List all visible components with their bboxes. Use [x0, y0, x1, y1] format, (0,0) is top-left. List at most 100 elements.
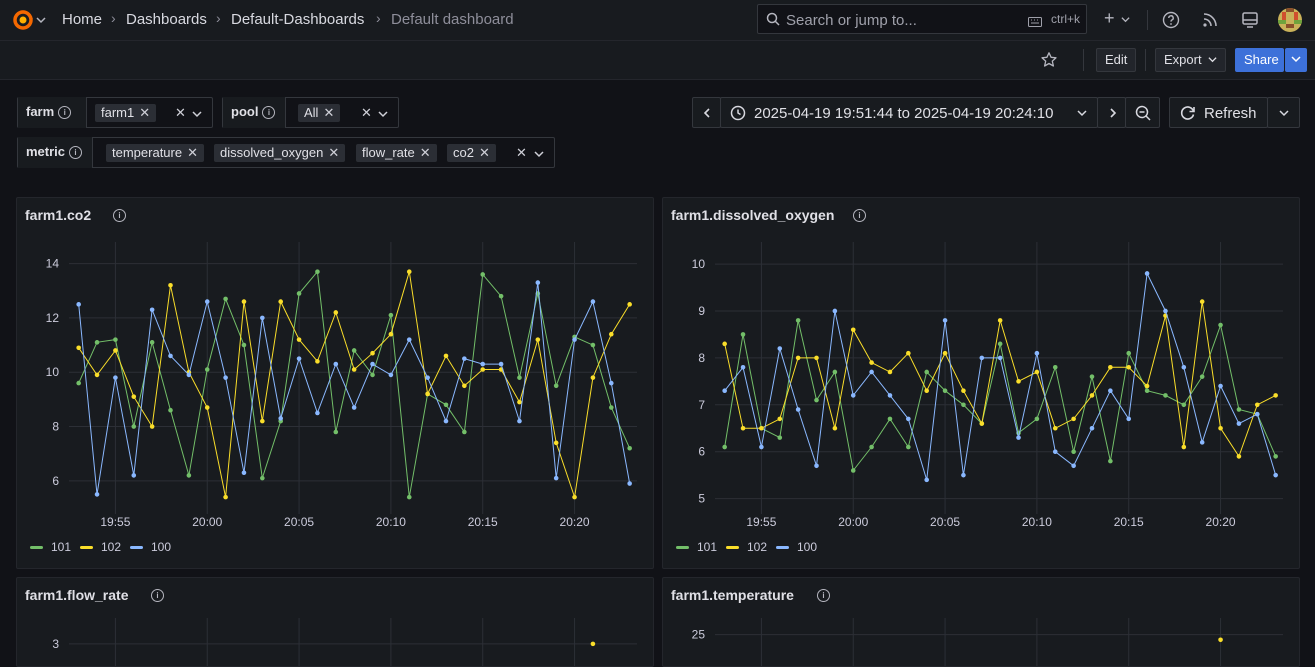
- data-point-100[interactable]: [759, 444, 764, 450]
- grafana-logo-icon[interactable]: [11, 8, 35, 32]
- data-point-100[interactable]: [1199, 440, 1205, 445]
- data-point-100[interactable]: [1218, 383, 1223, 389]
- data-point-102[interactable]: [406, 269, 412, 275]
- data-point-101[interactable]: [1218, 322, 1223, 328]
- data-point-101[interactable]: [480, 272, 486, 277]
- data-point-102[interactable]: [1181, 444, 1187, 450]
- data-point-100[interactable]: [168, 353, 173, 359]
- search-input[interactable]: Search or jump to... ctrl+k: [757, 4, 1087, 34]
- data-point-101[interactable]: [942, 388, 948, 394]
- data-point-100[interactable]: [1071, 463, 1076, 469]
- refresh-button[interactable]: Refresh: [1169, 97, 1268, 128]
- data-point-100[interactable]: [406, 337, 412, 342]
- data-point-102[interactable]: [740, 425, 746, 431]
- data-point-101[interactable]: [997, 341, 1003, 347]
- data-point-102[interactable]: [260, 418, 265, 424]
- data-point-100[interactable]: [351, 405, 357, 410]
- data-point-102[interactable]: [223, 494, 228, 500]
- data-point-100[interactable]: [370, 361, 375, 367]
- remove-icon[interactable]: ✕: [139, 105, 151, 120]
- data-point-102[interactable]: [887, 369, 893, 375]
- data-point-101[interactable]: [1071, 449, 1076, 455]
- data-point-102[interactable]: [627, 302, 632, 307]
- data-point-101[interactable]: [924, 369, 929, 375]
- data-point-100[interactable]: [388, 372, 394, 378]
- data-point-101[interactable]: [795, 318, 801, 323]
- data-point-100[interactable]: [979, 355, 985, 361]
- data-point-100[interactable]: [1163, 308, 1168, 314]
- data-point-102[interactable]: [76, 345, 81, 351]
- data-point-101[interactable]: [906, 444, 911, 450]
- zoom-out-button[interactable]: [1125, 97, 1160, 128]
- variable-farm-chip[interactable]: farm1 ✕: [95, 104, 157, 122]
- remove-icon[interactable]: ✕: [328, 145, 340, 160]
- data-point-101[interactable]: [113, 337, 118, 342]
- remove-icon[interactable]: ✕: [323, 105, 335, 120]
- data-point-100[interactable]: [961, 472, 966, 478]
- data-point-101[interactable]: [740, 332, 746, 337]
- data-point-102[interactable]: [517, 399, 522, 405]
- data-point-100[interactable]: [1052, 449, 1058, 455]
- data-point-102[interactable]: [1108, 364, 1113, 370]
- edit-button[interactable]: Edit: [1096, 48, 1137, 72]
- data-point-100[interactable]: [1181, 364, 1187, 370]
- data-point-102[interactable]: [1236, 454, 1242, 459]
- data-point-101[interactable]: [388, 312, 394, 318]
- data-point-100[interactable]: [850, 393, 856, 398]
- data-point-101[interactable]: [1052, 364, 1058, 370]
- data-point-101[interactable]: [1181, 402, 1187, 408]
- info-icon[interactable]: i: [817, 589, 830, 602]
- panel-title[interactable]: farm1.dissolved_oxygen: [671, 207, 835, 223]
- variable-metric-chip[interactable]: flow_rate ✕: [356, 144, 437, 162]
- data-point-101[interactable]: [961, 402, 966, 408]
- breadcrumb-folder[interactable]: Default-Dashboards: [231, 11, 365, 28]
- data-point-102[interactable]: [1126, 364, 1132, 370]
- chevron-down-icon[interactable]: [192, 109, 202, 119]
- data-point-102[interactable]: [1273, 393, 1278, 398]
- data-point-101[interactable]: [351, 348, 357, 353]
- data-point-102[interactable]: [168, 283, 173, 288]
- remove-icon[interactable]: ✕: [478, 145, 490, 160]
- data-point-100[interactable]: [94, 492, 100, 497]
- info-icon[interactable]: i: [113, 209, 126, 222]
- data-point-100[interactable]: [149, 307, 155, 313]
- legend-item-101[interactable]: 101: [30, 540, 71, 554]
- data-point-100[interactable]: [517, 418, 522, 424]
- data-point-101[interactable]: [1126, 350, 1132, 356]
- data-point-102[interactable]: [1071, 416, 1076, 422]
- data-point-102[interactable]: [850, 327, 856, 333]
- panel-title[interactable]: farm1.temperature: [671, 587, 794, 603]
- chevron-down-icon[interactable]: [534, 149, 544, 159]
- data-point-102[interactable]: [997, 318, 1003, 323]
- data-point-100[interactable]: [260, 315, 265, 321]
- data-point-100[interactable]: [498, 361, 504, 367]
- data-point-102[interactable]: [1254, 402, 1260, 408]
- variable-pool-chip[interactable]: All ✕: [298, 104, 341, 122]
- legend-item-101[interactable]: 101: [676, 540, 717, 554]
- add-menu-button[interactable]: +: [1102, 8, 1132, 30]
- data-point-100[interactable]: [627, 481, 632, 486]
- data-point-102[interactable]: [1218, 637, 1223, 643]
- data-point-100[interactable]: [814, 463, 819, 469]
- data-point-102[interactable]: [869, 360, 874, 365]
- data-point-102[interactable]: [388, 331, 394, 337]
- data-point-102[interactable]: [608, 331, 614, 337]
- data-point-102[interactable]: [462, 383, 467, 389]
- data-point-101[interactable]: [627, 445, 632, 451]
- data-point-102[interactable]: [113, 348, 118, 353]
- data-point-101[interactable]: [498, 293, 504, 299]
- data-point-100[interactable]: [462, 356, 467, 361]
- data-point-100[interactable]: [1034, 350, 1040, 356]
- data-point-102[interactable]: [590, 641, 596, 647]
- data-point-101[interactable]: [204, 367, 210, 372]
- variable-metric-chip[interactable]: dissolved_oxygen ✕: [214, 144, 346, 162]
- data-point-100[interactable]: [590, 299, 596, 304]
- data-point-101[interactable]: [443, 402, 449, 408]
- data-point-102[interactable]: [924, 388, 929, 394]
- data-point-101[interactable]: [131, 424, 137, 429]
- data-point-101[interactable]: [608, 405, 614, 410]
- remove-icon[interactable]: ✕: [187, 145, 198, 160]
- export-button[interactable]: Export: [1155, 48, 1226, 72]
- data-point-100[interactable]: [241, 470, 247, 475]
- data-point-102[interactable]: [480, 367, 486, 372]
